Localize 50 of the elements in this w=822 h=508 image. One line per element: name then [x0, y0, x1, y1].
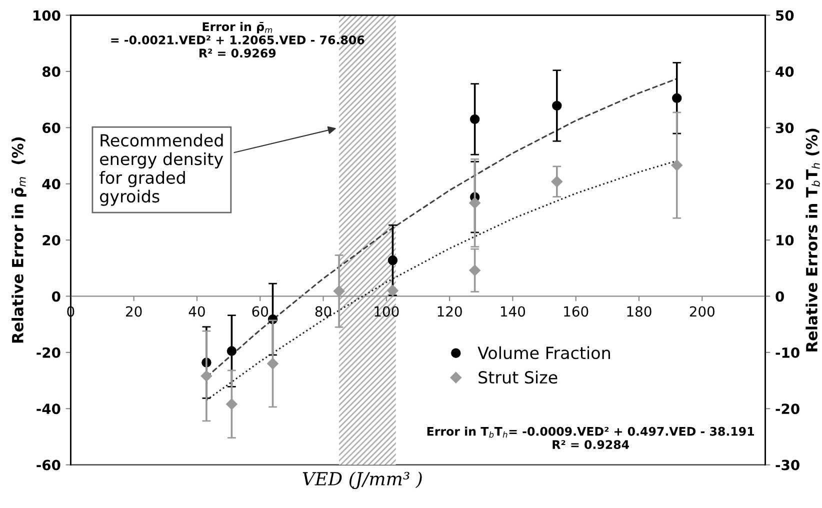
- point: [267, 358, 278, 370]
- text: Relative Error in ρ̄$_{m}$ (%): [12, 137, 26, 343]
- y2-tick-label: 40: [776, 66, 794, 77]
- x-tick-label: 140: [500, 306, 526, 317]
- y2-tick-label: 0: [776, 291, 784, 302]
- point: [469, 264, 480, 276]
- x-tick-label: 60: [252, 306, 268, 317]
- x-tick-label: 100: [374, 306, 399, 317]
- point: [470, 114, 480, 124]
- band-label: Recommended energy density for graded gyroids: [99, 134, 224, 206]
- y2-tick-label: 10: [776, 235, 794, 246]
- y2-tick-label: -30: [776, 460, 800, 470]
- y2-axis-title: Relative Errors in T$_{b}$T$_{h}$ (%): [806, 128, 820, 352]
- x-tick-label: 40: [188, 306, 205, 317]
- x-tick-label: 120: [438, 306, 462, 317]
- x-tick-label: 180: [627, 306, 652, 317]
- point: [333, 286, 345, 297]
- y-tick-label: -20: [36, 347, 60, 358]
- legend-label: Volume Fraction: [478, 346, 610, 360]
- y-tick-label: 20: [42, 235, 60, 246]
- y2-tick-label: -20: [776, 404, 800, 414]
- y-tick-label: 80: [42, 66, 60, 77]
- y2-tick-label: -10: [776, 347, 800, 358]
- y-tick-label: 100: [34, 10, 60, 21]
- y-tick-label: 0: [52, 291, 60, 302]
- point: [552, 100, 562, 111]
- y-tick-label: 40: [42, 178, 60, 190]
- x-axis-title: VED (J/mm³ ): [302, 472, 422, 490]
- point: [388, 255, 398, 266]
- annotation: Error in ρ̄$_{m}$ = -0.0021.VED² + 1.2065.VED - 76.806 R² = 0.9269: [111, 22, 364, 58]
- point: [469, 197, 480, 209]
- y-tick-label: -60: [36, 460, 60, 470]
- legend-label: Strut Size: [478, 370, 558, 384]
- y2-tick-label: 20: [776, 178, 794, 190]
- point: [551, 176, 563, 188]
- point: [226, 346, 237, 356]
- y-tick-label: 60: [42, 122, 60, 134]
- annotation: Error in T$_{b}$T$_{h}$= -0.0009.VED² + 0.497.VED - 38.191 R² = 0.9284: [427, 426, 754, 450]
- y2-tick-label: 50: [776, 10, 794, 21]
- x-tick-label: 160: [564, 306, 588, 317]
- x-tick-label: 20: [126, 306, 142, 317]
- y-tick-label: -40: [36, 404, 60, 414]
- point: [226, 398, 238, 410]
- point: [200, 370, 212, 382]
- point: [672, 93, 682, 103]
- point: [387, 285, 398, 296]
- x-tick-label: 200: [690, 306, 714, 317]
- x-tick-label: 80: [315, 306, 332, 317]
- y2-tick-label: 30: [776, 122, 794, 134]
- point: [671, 160, 682, 171]
